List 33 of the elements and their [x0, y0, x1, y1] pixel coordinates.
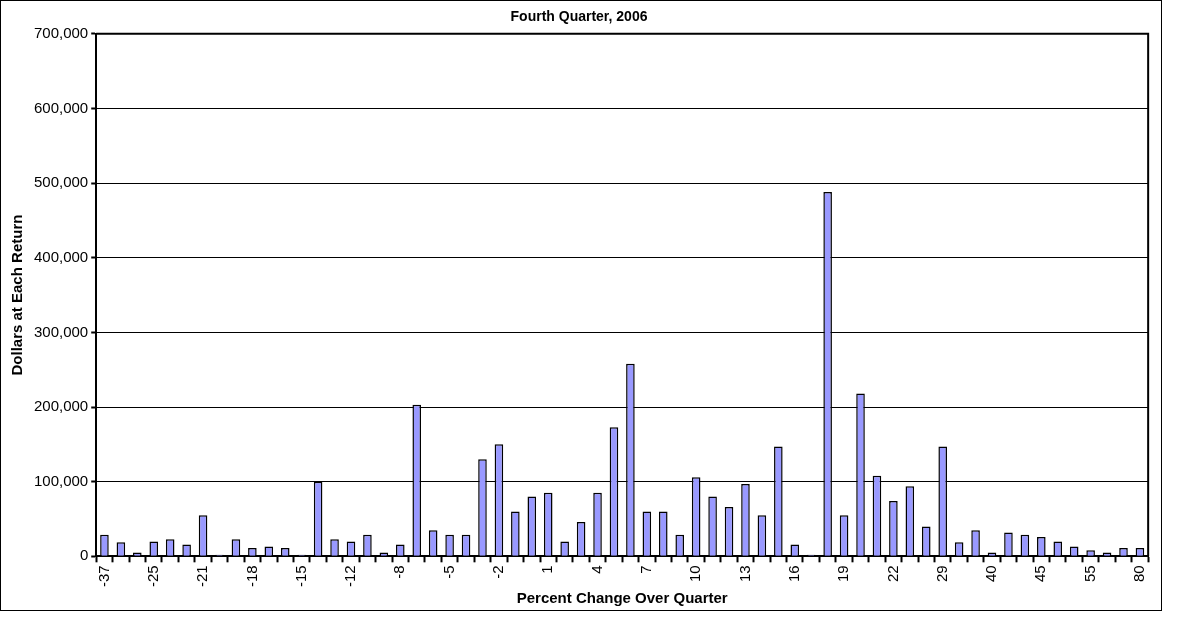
x-tick-label: -8: [390, 565, 408, 579]
chart-title: Fourth Quarter, 2006: [510, 8, 648, 25]
x-tick-label: -21: [193, 565, 211, 588]
x-tick-label: 19: [834, 565, 852, 583]
x-tick-label: 29: [932, 565, 950, 583]
x-tick-label: -18: [242, 565, 260, 588]
y-tick-label: 500,000: [33, 173, 89, 191]
x-tick-label: 7: [636, 565, 654, 574]
y-tick-label: 400,000: [33, 247, 89, 265]
y-axis-title: Dollars at Each Return: [8, 214, 26, 376]
y-tick-label: 0: [79, 546, 89, 564]
y-tick-label: 300,000: [33, 322, 89, 340]
x-tick-label: 55: [1080, 565, 1098, 583]
x-tick-label: 10: [686, 565, 704, 583]
y-tick-label: 100,000: [33, 471, 89, 489]
x-tick-label: 45: [1031, 565, 1049, 583]
x-tick-label: -5: [439, 565, 457, 579]
x-tick-label: -15: [291, 565, 309, 588]
x-tick-label: -12: [341, 565, 359, 588]
x-axis-title: Percent Change Over Quarter: [516, 589, 728, 607]
x-tick-label: 16: [784, 565, 802, 583]
y-tick-label: 200,000: [33, 397, 89, 415]
x-tick-label: 40: [982, 565, 1000, 583]
x-tick-label: 1: [538, 565, 556, 574]
y-tick-label: 600,000: [33, 98, 89, 116]
x-tick-label: -2: [489, 565, 507, 579]
x-tick-label: -37: [94, 565, 112, 588]
y-tick-label: 700,000: [33, 23, 89, 41]
x-tick-label: 80: [1130, 565, 1148, 583]
x-tick-label: 4: [587, 565, 605, 574]
x-tick-label: 22: [883, 565, 901, 583]
x-tick-label: 13: [735, 565, 753, 583]
x-tick-label: -25: [143, 565, 161, 588]
